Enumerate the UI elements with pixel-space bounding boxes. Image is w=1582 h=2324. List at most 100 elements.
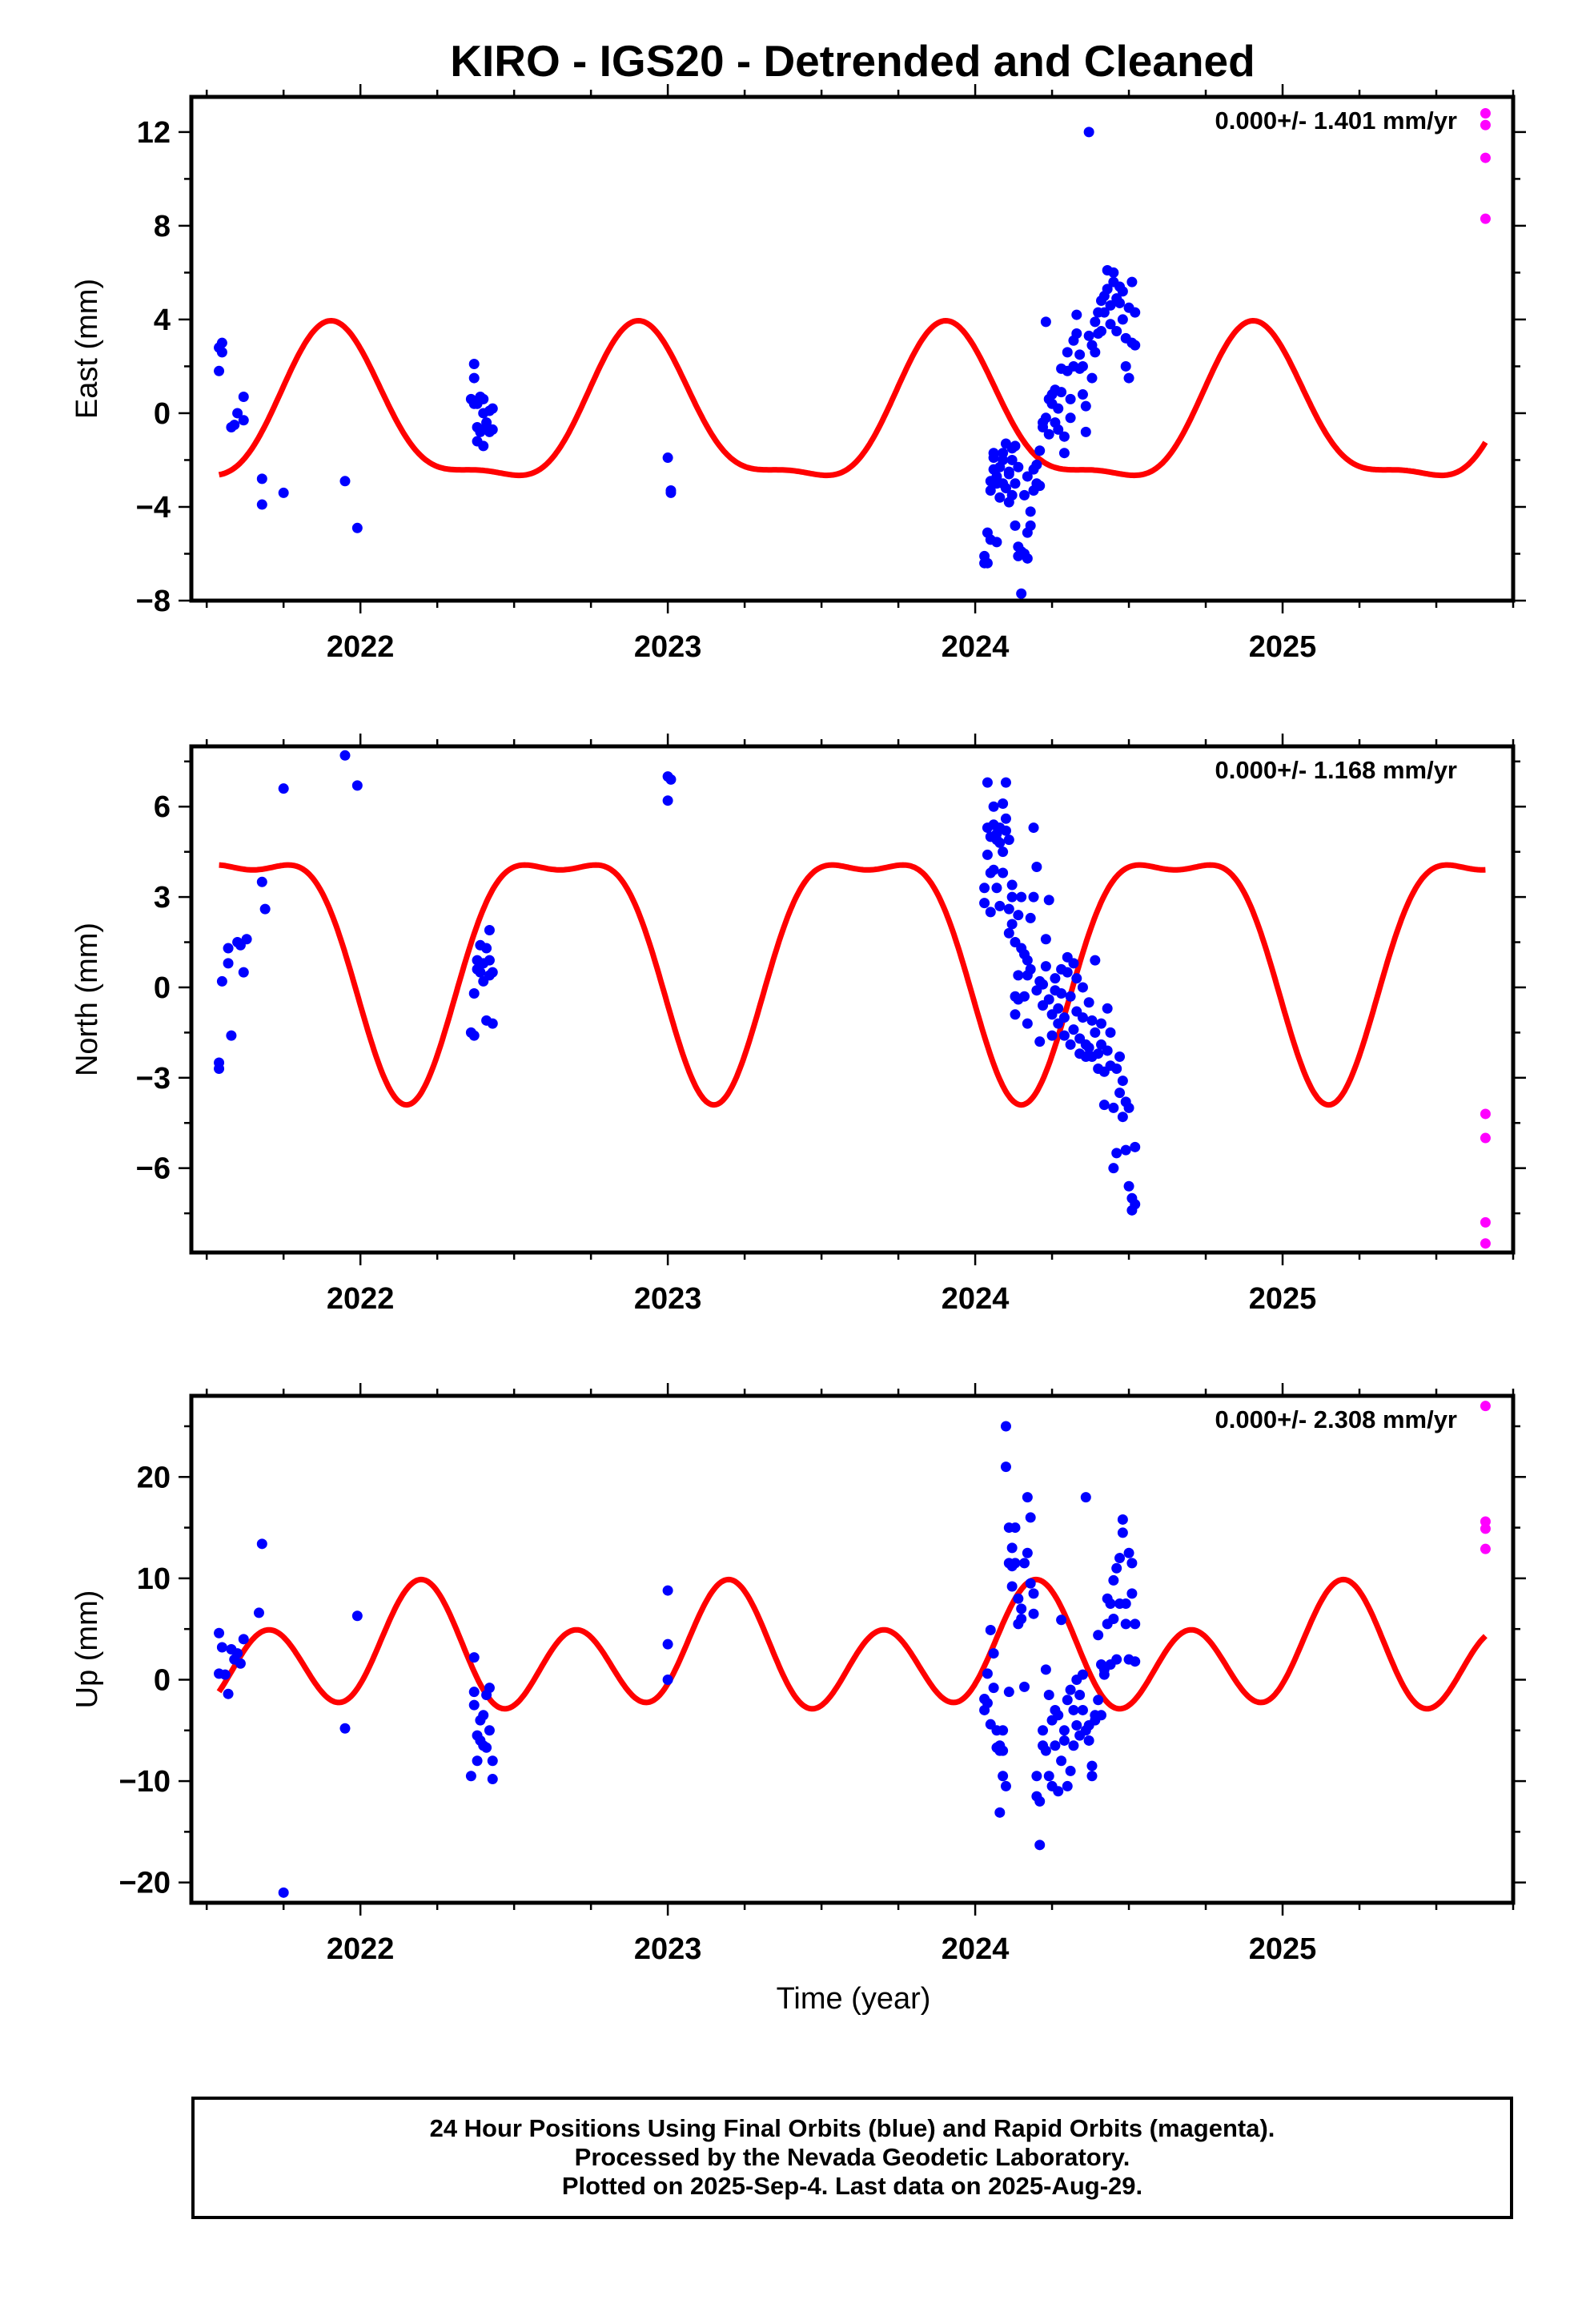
final-orbit-point — [1065, 1684, 1076, 1695]
final-orbit-point — [256, 473, 267, 485]
final-orbit-point — [1111, 1654, 1122, 1665]
final-orbit-point — [1077, 982, 1088, 993]
final-orbit-point — [484, 1725, 495, 1736]
y-axis-label: Up (mm) — [70, 1590, 104, 1709]
final-orbit-point — [1083, 1735, 1094, 1746]
final-orbit-point — [351, 780, 363, 791]
final-orbit-point — [1130, 1199, 1141, 1210]
final-orbit-point — [1010, 440, 1021, 452]
y-tick-label: 8 — [154, 210, 171, 243]
final-orbit-point — [481, 943, 492, 954]
final-orbit-point — [1040, 1664, 1051, 1675]
final-orbit-point — [1019, 991, 1030, 1002]
final-orbit-point — [468, 372, 480, 384]
final-orbit-point — [988, 864, 999, 875]
final-orbit-point — [1090, 1027, 1101, 1038]
final-orbit-point — [478, 1710, 489, 1721]
final-orbit-point — [256, 876, 267, 887]
final-orbit-point — [1050, 973, 1061, 984]
final-orbit-point — [1006, 879, 1018, 891]
final-orbit-point — [1117, 1076, 1128, 1087]
final-orbit-point — [1071, 328, 1082, 339]
final-orbit-point — [1126, 1588, 1138, 1599]
final-orbit-point — [1000, 813, 1011, 824]
final-orbit-point — [1000, 1780, 1011, 1791]
final-orbit-point — [1062, 347, 1073, 358]
final-orbit-point — [468, 987, 480, 999]
final-orbit-point — [1022, 1547, 1033, 1558]
y-tick-label: 3 — [154, 881, 171, 915]
final-orbit-point — [1058, 1735, 1070, 1746]
final-orbit-point — [478, 440, 489, 452]
final-orbit-point — [1040, 961, 1051, 972]
final-orbit-point — [982, 777, 993, 788]
final-orbit-point — [1025, 963, 1036, 975]
rapid-orbit-point — [1480, 213, 1491, 224]
final-orbit-point — [1130, 340, 1141, 351]
final-orbit-point — [1108, 1614, 1119, 1625]
final-orbit-point — [1120, 1144, 1131, 1156]
final-orbit-point — [1013, 461, 1024, 472]
footer-line-3: Plotted on 2025-Sep-4. Last data on 2025… — [561, 2172, 1143, 2200]
final-orbit-point — [226, 1030, 237, 1041]
final-orbit-point — [238, 1634, 249, 1645]
final-orbit-point — [1038, 979, 1049, 990]
final-orbit-point — [1117, 286, 1128, 297]
final-orbit-point — [468, 1699, 480, 1711]
final-orbit-point — [1000, 483, 1011, 494]
final-orbit-point — [487, 1755, 498, 1767]
final-orbit-point — [1043, 428, 1054, 440]
seasonal-model-curve — [218, 862, 1487, 1108]
y-tick-label: 10 — [137, 1562, 171, 1596]
final-orbit-point — [1111, 326, 1122, 337]
final-orbit-point — [1065, 1039, 1076, 1050]
panel-up: 2022 2023 2024 2025 −20 −10 0 10 20 Up (mm) 0.000+… — [70, 1383, 1526, 1966]
final-orbit-point — [982, 557, 993, 569]
final-orbit-point — [1003, 834, 1014, 846]
final-orbit-point — [1068, 958, 1079, 969]
chart-title: KIRO - IGS20 - Detrended and Cleaned — [450, 36, 1255, 86]
final-orbit-point — [1065, 393, 1076, 404]
final-orbit-point — [665, 774, 677, 785]
final-orbit-point — [278, 783, 289, 794]
final-orbit-point — [223, 958, 234, 969]
final-orbit-point — [1025, 1512, 1036, 1523]
final-orbit-point — [1086, 1771, 1098, 1782]
final-orbit-point — [1086, 1760, 1098, 1771]
final-orbit-point — [1108, 267, 1119, 278]
final-orbit-point — [216, 975, 227, 987]
final-orbit-point — [484, 955, 495, 966]
x-tick-label: 2025 — [1249, 1282, 1317, 1316]
final-orbit-point — [1102, 1045, 1113, 1056]
final-orbit-point — [1105, 1598, 1116, 1610]
final-orbit-point — [1000, 1421, 1011, 1432]
final-orbit-point — [253, 1607, 264, 1618]
final-orbit-point — [339, 1723, 351, 1734]
final-orbit-point — [988, 452, 999, 464]
final-orbit-point — [1028, 891, 1039, 903]
y-tick-label: 0 — [154, 971, 171, 1005]
final-orbit-point — [216, 337, 227, 348]
y-tick-label: 20 — [137, 1461, 171, 1494]
final-orbit-point — [1043, 895, 1054, 906]
final-orbit-point — [468, 359, 480, 370]
final-orbit-point — [994, 1807, 1006, 1818]
final-orbit-point — [241, 934, 252, 945]
plot-frame — [189, 1393, 1516, 1905]
footer-line-2: Processed by the Nevada Geodetic Laborat… — [574, 2143, 1130, 2171]
final-orbit-point — [1117, 1527, 1128, 1538]
y-tick-label: 0 — [154, 1663, 171, 1697]
final-orbit-point — [1080, 1492, 1091, 1503]
final-orbit-point — [1031, 861, 1042, 872]
final-orbit-point — [1058, 431, 1070, 442]
final-orbit-point — [1068, 1740, 1079, 1751]
final-orbit-point — [1065, 1765, 1076, 1776]
final-orbit-point — [278, 487, 289, 498]
final-orbit-point — [1016, 1614, 1027, 1625]
final-orbit-point — [1038, 1725, 1049, 1736]
final-orbit-point — [991, 537, 1002, 548]
final-orbit-point — [998, 1745, 1009, 1756]
final-orbit-point — [1108, 1163, 1119, 1174]
final-orbit-point — [1000, 777, 1011, 788]
final-orbit-point — [487, 967, 498, 978]
